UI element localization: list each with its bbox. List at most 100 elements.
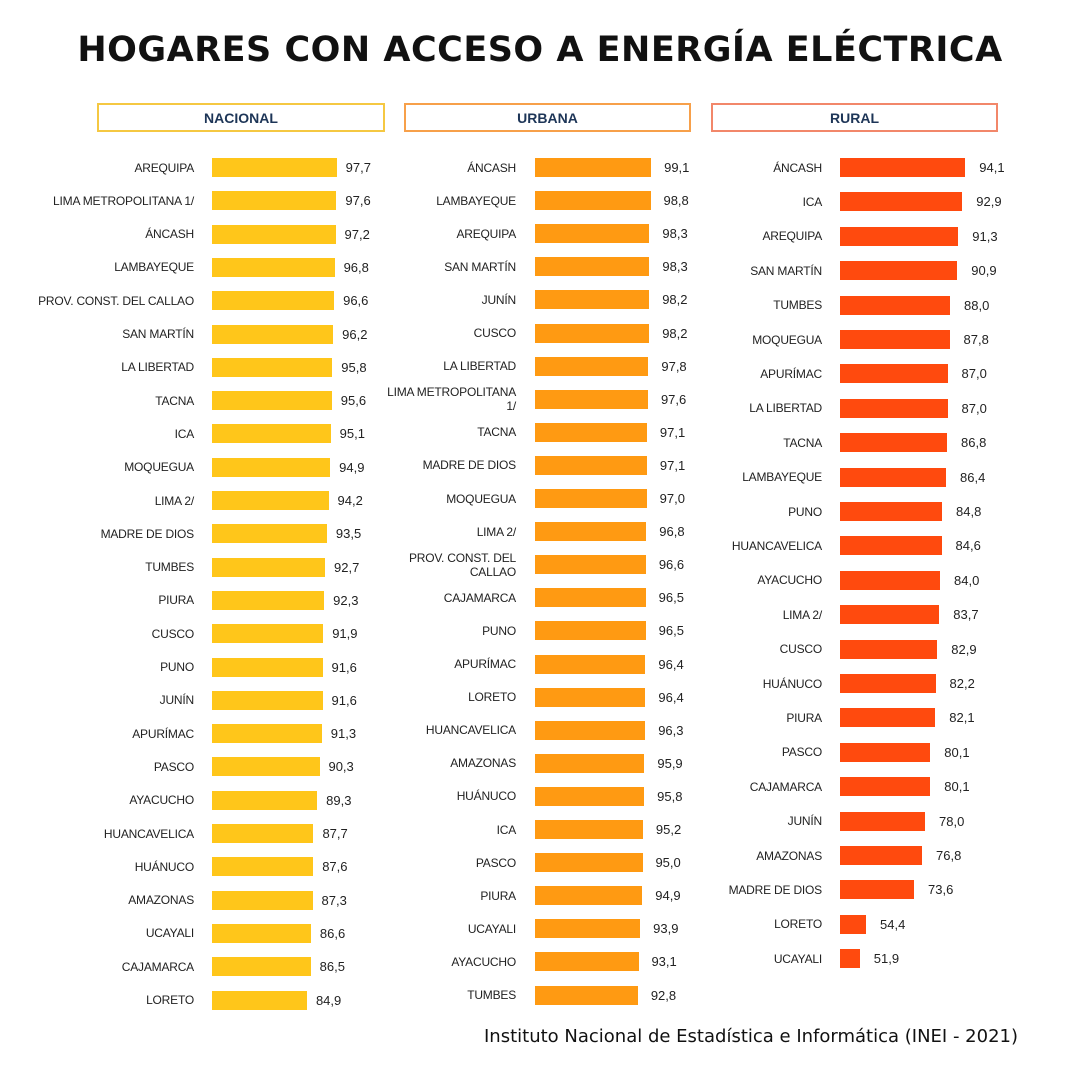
value-label: 86,4: [960, 469, 986, 485]
bar-urbana: [535, 786, 645, 806]
category-label: PASCO: [781, 745, 822, 760]
value-label: 98,2: [662, 292, 688, 308]
value-label: 97,6: [345, 193, 371, 209]
value-label: 98,2: [662, 325, 688, 341]
category-label: AMAZONAS: [450, 756, 516, 771]
value-label: 80,1: [944, 744, 970, 760]
bar-urbana: [535, 588, 646, 608]
bar-rural: [840, 467, 946, 487]
bar-nacional: [212, 990, 307, 1010]
bar-urbana: [535, 290, 650, 310]
value-label: 91,3: [972, 228, 998, 244]
bar-urbana: [535, 191, 651, 211]
bar-urbana: [535, 720, 646, 740]
category-label: MADRE DE DIOS: [100, 526, 195, 541]
category-label: LAMBAYEQUE: [436, 193, 516, 208]
value-label: 84,0: [954, 572, 980, 588]
bar-urbana: [535, 389, 648, 409]
bar-nacional: [212, 424, 331, 444]
category-label: LIMA 2/: [782, 607, 822, 622]
bar-nacional: [212, 557, 326, 577]
category-label: TUMBES: [773, 298, 822, 313]
category-label: UCAYALI: [145, 926, 194, 941]
value-label: 97,7: [345, 160, 371, 175]
bar-nacional: [212, 724, 322, 744]
value-label: 91,3: [330, 726, 357, 742]
category-label: LA LIBERTAD: [121, 360, 194, 375]
category-label: CAJAMARCA: [121, 959, 194, 974]
panel-header-urbana: URBANA: [404, 103, 691, 132]
value-label: 95,1: [339, 426, 365, 442]
category-label: SAN MARTÍN: [444, 259, 516, 274]
bar-urbana: [535, 455, 647, 475]
value-label: 73,6: [928, 882, 954, 898]
bar-urbana: [535, 422, 647, 442]
category-label: SAN MARTÍN: [750, 263, 822, 278]
value-label: 76,8: [936, 848, 962, 863]
bar-urbana: [535, 952, 639, 972]
bar-nacional: [212, 324, 334, 344]
value-label: 83,7: [953, 607, 979, 623]
bar-urbana: [535, 522, 647, 542]
value-label: 95,0: [655, 855, 681, 871]
category-label: LIMA METROPOLITANA 1/: [53, 193, 194, 208]
value-label: 84,8: [956, 504, 982, 519]
bar-urbana: [535, 753, 645, 773]
bar-rural: [840, 880, 914, 900]
bar-nacional: [212, 657, 323, 677]
bar-rural: [840, 949, 860, 969]
category-label: LIMA METROPOLITANA 1/: [387, 385, 516, 414]
value-label: 97,0: [659, 491, 685, 506]
category-label: CUSCO: [473, 326, 517, 340]
value-label: 82,1: [949, 710, 975, 726]
bar-nacional: [212, 824, 314, 843]
bar-nacional: [212, 923, 311, 943]
bar-urbana: [535, 356, 649, 376]
category-label: PUNO: [160, 660, 194, 674]
value-label: 94,2: [337, 493, 363, 508]
bar-urbana: [535, 853, 643, 873]
bar-nacional: [212, 457, 331, 477]
bar-rural: [840, 295, 950, 315]
bar-rural: [840, 433, 947, 453]
category-label: MADRE DE DIOS: [728, 882, 823, 897]
category-label: ICA: [802, 194, 823, 209]
value-label: 95,2: [655, 822, 682, 837]
value-label: 92,9: [976, 194, 1002, 210]
category-label: JUNÍN: [159, 693, 195, 708]
value-label: 96,5: [658, 623, 684, 639]
value-label: 94,9: [339, 459, 365, 475]
bar-urbana: [535, 257, 650, 277]
value-label: 90,9: [971, 263, 997, 279]
bar-nacional: [212, 357, 333, 377]
bar-urbana: [535, 158, 652, 177]
bar-nacional: [212, 491, 329, 510]
value-label: 87,3: [321, 892, 347, 908]
value-label: 84,9: [315, 992, 342, 1008]
category-label: MOQUEGUA: [124, 460, 194, 475]
bar-rural: [840, 330, 950, 349]
bar-rural: [840, 570, 940, 590]
bar-rural: [840, 226, 959, 246]
value-label: 91,6: [331, 659, 357, 675]
category-label: LIMA 2/: [476, 524, 516, 539]
category-label: LORETO: [468, 690, 516, 705]
bar-nacional: [212, 890, 313, 910]
value-label: 89,3: [326, 792, 352, 808]
bar-nacional: [212, 291, 335, 311]
category-label: JUNÍN: [787, 814, 823, 829]
value-label: 94,9: [655, 888, 681, 904]
value-label: 87,7: [322, 826, 348, 841]
category-label: MADRE DE DIOS: [422, 458, 517, 473]
value-label: 86,5: [319, 959, 345, 975]
category-label: TACNA: [783, 435, 822, 450]
category-label: JUNÍN: [481, 292, 517, 307]
value-label: 93,1: [651, 954, 677, 970]
value-label: 87,0: [961, 400, 987, 416]
value-label: 96,3: [658, 722, 684, 738]
category-label: PIURA: [158, 593, 194, 608]
bar-nacional: [212, 524, 327, 544]
bar-urbana: [535, 654, 646, 674]
category-label: PUNO: [482, 623, 516, 638]
bar-nacional: [212, 857, 314, 877]
